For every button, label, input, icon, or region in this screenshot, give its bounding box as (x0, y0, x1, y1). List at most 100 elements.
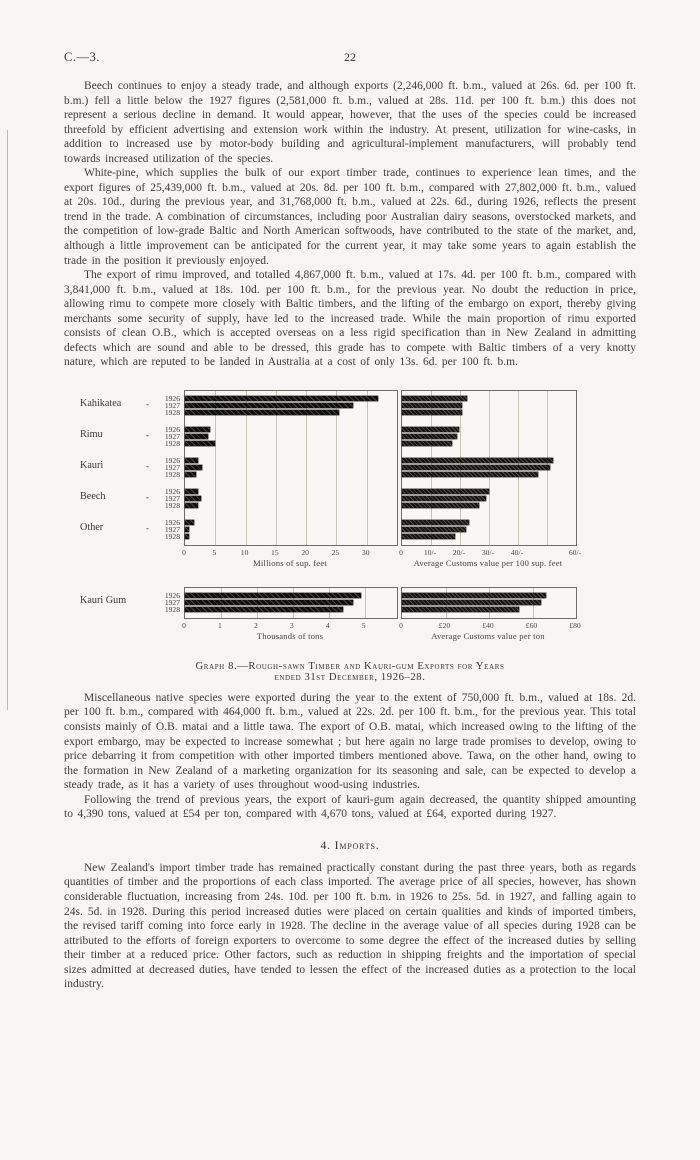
tick-label: 0 (182, 620, 186, 630)
bar (185, 464, 202, 470)
year-label: 1927 (164, 400, 180, 410)
chart-panel (184, 586, 398, 619)
year-label: 1926 (164, 424, 180, 434)
bar (185, 409, 339, 415)
bar (185, 395, 378, 401)
bar (402, 395, 468, 401)
chart-panel (401, 389, 577, 546)
bar (402, 502, 479, 508)
bar (402, 606, 520, 612)
dash: - (146, 522, 149, 533)
tick-label: 0 (399, 547, 403, 557)
bar (185, 526, 190, 532)
grid-line (245, 390, 247, 545)
chart-panel (401, 586, 577, 619)
tick-label: 4 (325, 620, 330, 630)
tick-label: 10/- (423, 547, 437, 557)
tick-label: £80 (569, 620, 581, 630)
chart-caption: Graph 8.—Rough-sawn Timber and Kauri-gum… (64, 661, 636, 683)
year-label: 1926 (164, 590, 180, 600)
grid-line (336, 390, 338, 545)
year-label: 1926 (164, 455, 180, 465)
graph-8: 0 5 10 15 20 25 30 Millions of sup. feet 0 10/- 20… (64, 389, 636, 683)
species-label: Other (80, 521, 104, 533)
year-label: 1926 (164, 393, 180, 403)
axis-title: Average Customs value per 100 sup. feet (413, 557, 563, 568)
timber-export-bar-chart: 0 5 10 15 20 25 30 Millions of sup. feet 0 10/- 20… (64, 389, 584, 574)
bar (185, 433, 209, 439)
tick-label: 0 (182, 547, 186, 557)
section-heading-imports: 4. Imports. (320, 837, 380, 852)
bar (185, 402, 354, 408)
chart-caption-line2: ended 31st December, 1926–28. (274, 671, 426, 683)
bar (185, 592, 362, 598)
bar (402, 433, 457, 439)
dash: - (146, 460, 149, 471)
tick-label: 30/- (481, 547, 495, 557)
tick-label: 1 (218, 620, 222, 630)
tick-label: 20 (301, 547, 309, 557)
tick-label: 0 (399, 620, 403, 630)
tick-label: 25 (331, 547, 340, 557)
bar (185, 599, 353, 605)
bar (402, 440, 453, 446)
axis-title: Average Customs value per ton (431, 630, 545, 641)
year-label: 1927 (164, 597, 180, 607)
tick-label: £20 (438, 620, 451, 630)
year-label: 1927 (164, 524, 180, 534)
tick-label: 10 (240, 547, 249, 557)
bar (402, 526, 467, 532)
grid-line (215, 390, 217, 545)
paragraph-imports: New Zealand's import timber trade has re… (64, 861, 636, 991)
bar (185, 502, 199, 508)
year-label: 1928 (164, 604, 180, 614)
doc-reference: C.—3. (64, 50, 100, 64)
paragraph-whitepine: White-pine, which supplies the bulk of o… (64, 167, 636, 267)
dash: - (146, 491, 149, 502)
species-label: Rimu (80, 428, 103, 440)
year-label: 1928 (164, 407, 180, 417)
paragraph-misc-species: Miscellaneous native species were export… (64, 691, 636, 792)
bar (402, 409, 463, 415)
bar (185, 440, 215, 446)
bar (402, 402, 463, 408)
year-label: 1927 (164, 493, 180, 503)
axis-title: Thousands of tons (256, 630, 324, 641)
paragraph-rimu: The export of rimu improved, and totalle… (64, 269, 636, 369)
paragraph-beech: Beech continues to enjoy a steady trade,… (64, 80, 636, 165)
species-label: Kauri (80, 459, 104, 471)
paragraph-kauri-gum: Following the trend of previous years, t… (64, 793, 636, 821)
bar (402, 495, 486, 501)
bar (402, 599, 542, 605)
bar (402, 533, 455, 539)
grid-line (364, 587, 366, 618)
bar (185, 488, 199, 494)
dash: - (146, 429, 149, 440)
bar (402, 426, 459, 432)
tick-label: 60/- (568, 547, 582, 557)
bar (185, 519, 195, 525)
bar (402, 488, 489, 494)
year-label: 1928 (164, 469, 180, 479)
bar (185, 495, 201, 501)
bar (185, 606, 343, 612)
tick-label: 15 (271, 547, 279, 557)
bar (402, 519, 469, 525)
year-label: 1926 (164, 517, 180, 527)
year-label: 1928 (164, 500, 180, 510)
bar (402, 464, 550, 470)
year-label: 1927 (164, 431, 180, 441)
year-label: 1926 (164, 486, 180, 496)
bar (185, 426, 210, 432)
tick-label: 30 (361, 547, 370, 557)
tick-label: 2 (253, 620, 258, 630)
chart-panel (184, 389, 398, 546)
year-label: 1928 (164, 438, 180, 448)
bar (402, 592, 546, 598)
kauri-gum-bar-chart: 0 1 2 3 4 5 Thousands of tons 0 £20 £40 £60 £80 Aver… (64, 586, 584, 647)
tick-label: 5 (361, 620, 366, 630)
grid-line (306, 390, 308, 545)
species-label: Kahikatea (80, 397, 122, 409)
page-header: C.—3. 22 (64, 50, 636, 65)
tick-label: £60 (525, 620, 538, 630)
